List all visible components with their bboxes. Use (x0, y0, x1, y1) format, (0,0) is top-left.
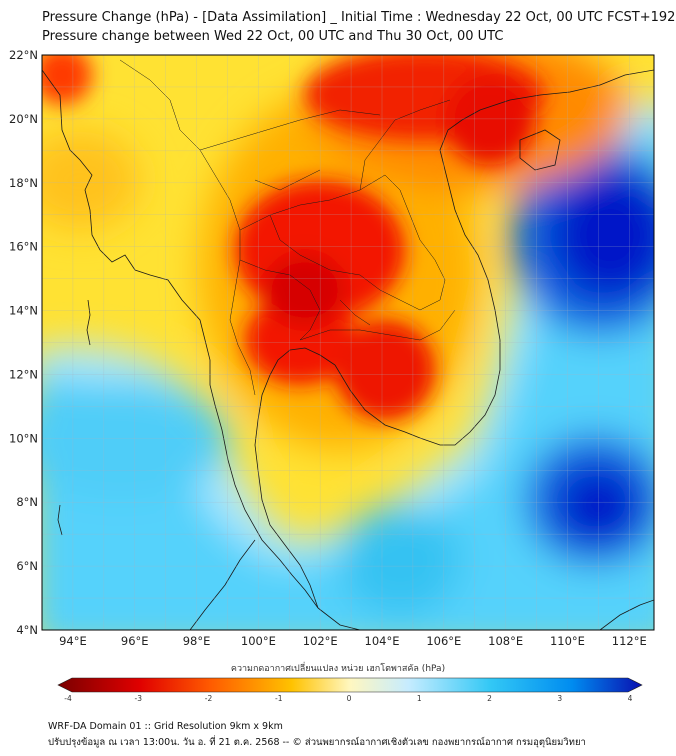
map-title: Pressure Change (hPa) - [Data Assimilati… (42, 10, 676, 25)
lon-label: 98°E (183, 634, 211, 648)
lat-label: 10°N (9, 431, 38, 445)
lat-label: 22°N (9, 48, 38, 62)
map-subtitle: Pressure change between Wed 22 Oct, 00 U… (42, 29, 504, 44)
colorbar-tick-label: 2 (487, 694, 492, 703)
lat-label: 4°N (16, 623, 38, 637)
longitude-labels: 94°E 96°E 98°E 100°E 102°E 104°E 106°E 1… (59, 634, 647, 648)
coastlines (42, 69, 654, 630)
colorbar-tick-label: 0 (347, 694, 352, 703)
country-borders (119, 59, 456, 396)
lat-label: 16°N (9, 240, 38, 254)
graticule (42, 55, 654, 630)
colorbar-tick-label: 3 (557, 694, 562, 703)
latitude-labels: 22°N 20°N 18°N 16°N 14°N 12°N 10°N 8°N 6… (9, 48, 38, 637)
lat-label: 6°N (16, 559, 38, 573)
colorbar: -4 -3 -2 -1 0 1 2 3 4 (57, 677, 643, 703)
map-frame (41, 54, 655, 631)
lon-label: 96°E (121, 634, 149, 648)
footer-update-info: ปรับปรุงข้อมูล ณ เวลา 13:00น. วัน อ. ที่… (48, 737, 586, 748)
lon-label: 94°E (59, 634, 87, 648)
colorbar-tick-label: -2 (205, 694, 213, 703)
colorbar-tick-label: -4 (64, 694, 72, 703)
lat-label: 8°N (16, 495, 38, 509)
colorbar-tick-label: 4 (628, 694, 633, 703)
lon-label: 106°E (426, 634, 461, 648)
lon-label: 100°E (241, 634, 276, 648)
lon-label: 110°E (550, 634, 585, 648)
lat-label: 18°N (9, 176, 38, 190)
colorbar-tick-label: 1 (417, 694, 422, 703)
lon-label: 112°E (612, 634, 647, 648)
lon-label: 102°E (303, 634, 338, 648)
colorbar-bar (57, 677, 643, 693)
colorbar-ticks: -4 -3 -2 -1 0 1 2 3 4 (64, 694, 632, 703)
lat-label: 14°N (9, 304, 38, 318)
lon-label: 104°E (365, 634, 400, 648)
colorbar-tick-label: -3 (135, 694, 143, 703)
lat-label: 20°N (9, 112, 38, 126)
colorbar-tick-label: -1 (275, 694, 283, 703)
lon-label: 108°E (488, 634, 523, 648)
pressure-field (42, 55, 654, 630)
lat-label: 12°N (9, 367, 38, 381)
colorbar-caption: ความกดอากาศเปลี่ยนแปลง หน่วย เฮกโตพาสคัล… (230, 664, 446, 674)
footer-model-info: WRF-DA Domain 01 :: Grid Resolution 9km … (48, 721, 283, 732)
